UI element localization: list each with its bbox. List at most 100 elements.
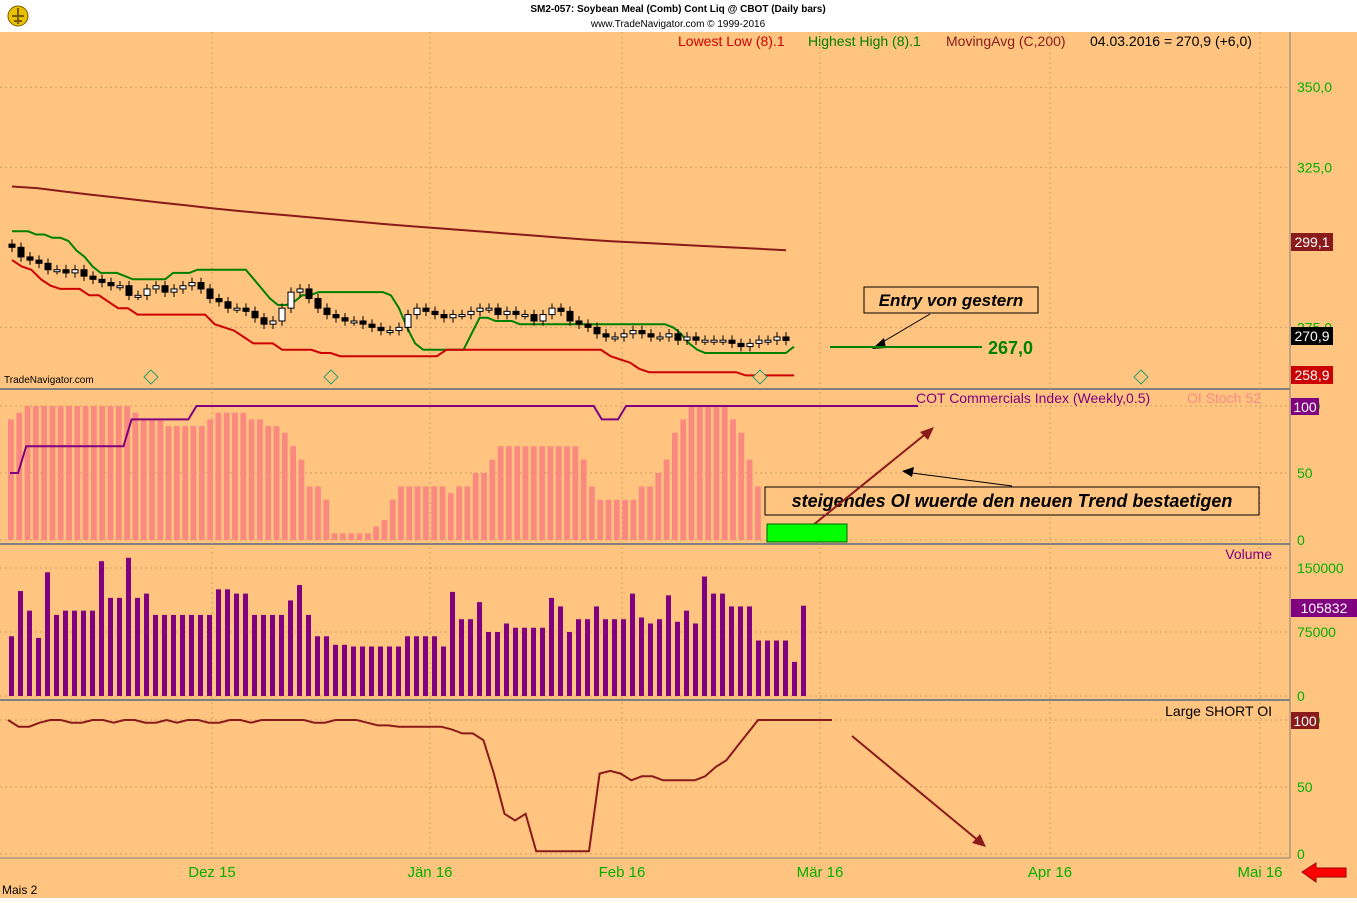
oi-stoch-bar (680, 419, 687, 540)
volume-bar (243, 593, 248, 696)
highest-high-line (12, 230, 795, 354)
candle-body (494, 307, 502, 316)
scroll-right-arrow-icon[interactable] (1301, 862, 1347, 883)
legend-lowest-low: Lowest Low (8).1 (678, 33, 785, 49)
oi-stoch-bar (248, 419, 255, 540)
candle-body (548, 307, 556, 316)
volume-bar (18, 591, 23, 696)
candle-body (341, 317, 349, 322)
oi-stoch-bar (24, 406, 31, 540)
oi-stoch-bar (713, 406, 720, 540)
volume-bar (72, 610, 77, 696)
short-last-label: 100 (1291, 712, 1319, 729)
oi-stoch-bar (207, 419, 213, 540)
candle-body (746, 342, 754, 348)
y-tick-label-p2-0: 150000 (1297, 560, 1344, 576)
candle-body (737, 342, 745, 348)
oi-note-arrow (903, 471, 1013, 487)
candle-body (440, 314, 448, 319)
volume-bar (513, 627, 518, 696)
volume-bar (261, 614, 266, 696)
volume-bar (117, 597, 122, 696)
oi-stoch-bar (107, 406, 114, 540)
candle-body (656, 336, 664, 340)
oi-stoch-bar (66, 406, 72, 540)
legend-highest-high: Highest High (8).1 (808, 33, 921, 49)
entry-annotation: Entry von gestern (863, 286, 1039, 314)
candle-body (710, 339, 718, 343)
svg-text:steigendes OI wuerde den neuen: steigendes OI wuerde den neuen Trend bes… (792, 491, 1233, 511)
candle-body (566, 310, 574, 322)
candle-body (728, 339, 736, 344)
candle-body (296, 288, 304, 293)
candle-body (26, 256, 34, 261)
volume-bar (504, 623, 509, 696)
x-tick-label-3: Mär 16 (797, 864, 844, 881)
volume-bar (252, 614, 257, 696)
x-tick-label-5: Mai 16 (1237, 864, 1282, 881)
oi-stoch-bar (298, 459, 305, 540)
candle-body (278, 307, 286, 322)
ma-last-label: 299,1 (1291, 233, 1333, 251)
oi-stoch-bar (506, 446, 512, 540)
price-axis-background (1290, 32, 1357, 858)
candle-body (269, 320, 277, 325)
y-tick-label-p0-0: 350,0 (1297, 79, 1332, 95)
oi-stoch-bar (655, 473, 662, 540)
volume-bar (522, 627, 527, 696)
y-tick-label-p2-1: 75000 (1297, 624, 1336, 640)
candle-body (683, 336, 691, 341)
candle-body (539, 314, 547, 322)
candle-body (116, 285, 124, 289)
volume-bar (126, 557, 131, 696)
candle-body (233, 307, 241, 311)
volume-bar (720, 593, 725, 696)
candle-body (170, 288, 178, 293)
candle-body (80, 269, 88, 277)
volume-bar (630, 593, 635, 696)
volume-bar (405, 636, 410, 696)
volume-bar (387, 646, 392, 696)
footer-left: Mais 2 (2, 883, 38, 897)
svg-text:105832: 105832 (1301, 600, 1348, 616)
svg-text:100: 100 (1293, 713, 1317, 729)
oi-stoch-bar (16, 412, 23, 540)
oi-stoch-bar (746, 459, 753, 540)
chart-subtitle: www.TradeNavigator.com © 1999-2016 (590, 19, 766, 30)
candle-body (602, 333, 610, 338)
volume-bar (297, 585, 302, 696)
candle-body (179, 285, 187, 290)
ma-line (11, 185, 787, 252)
watermark: TradeNavigator.com (4, 375, 94, 386)
short-trend-arrow (851, 735, 981, 843)
oi-stoch-bar (257, 419, 263, 540)
volume-bar (684, 610, 689, 696)
volume-bar (450, 591, 455, 696)
oi-stoch-bar (165, 426, 172, 540)
oi-stoch-bar (174, 426, 180, 540)
candle-body (134, 294, 142, 298)
volume-bar (423, 636, 428, 696)
short-trend-arrow-head (972, 834, 986, 847)
volume-bar (369, 646, 374, 696)
oi-stoch-bar (464, 486, 471, 540)
oi-stoch-bar (580, 459, 587, 540)
volume-bar (486, 632, 491, 696)
candle-body (449, 314, 457, 319)
oi-stoch-bar (456, 486, 462, 540)
oi-stoch-bar (721, 406, 728, 540)
candle-body (557, 307, 565, 312)
oi-stoch-bar (74, 406, 81, 540)
oi-stoch-bar (738, 432, 745, 540)
volume-bar (45, 572, 50, 696)
oi-stoch-bar (705, 406, 711, 540)
candle-body (575, 320, 583, 325)
volume-bar (765, 640, 770, 696)
volume-bar (747, 606, 752, 696)
volume-bar (198, 614, 203, 696)
oi-stoch-bar (638, 486, 645, 540)
oi-stoch-bar (323, 499, 330, 540)
candle-body (197, 282, 205, 290)
oi-stoch-bar (281, 432, 288, 540)
oi-stoch-bar (530, 446, 537, 540)
